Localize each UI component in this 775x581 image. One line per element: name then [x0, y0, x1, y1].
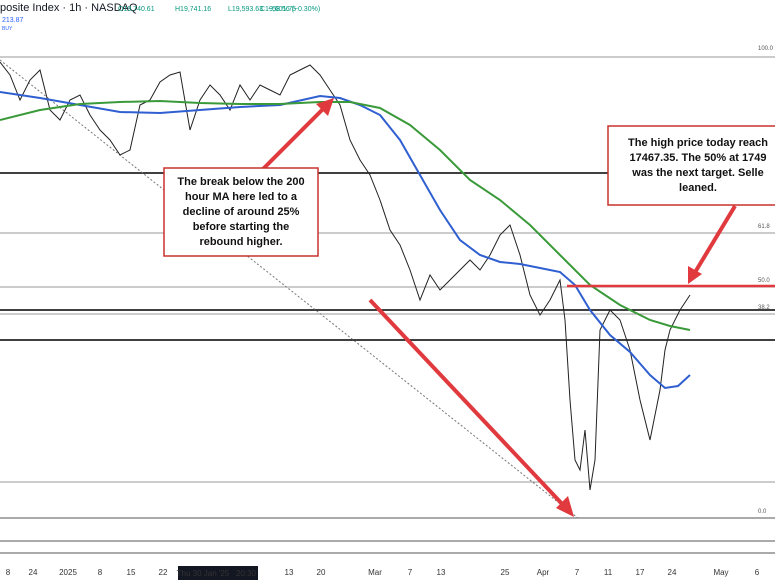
annotation-box [607, 125, 775, 206]
price-line [0, 61, 691, 491]
x-tick-label: May [713, 568, 728, 577]
annotation-text: The break below the 200 [177, 176, 304, 188]
x-tick-label: Apr [537, 568, 550, 577]
ohlc-value: H19,741.16 [175, 6, 211, 13]
ohlc-value: L19,593.63 [228, 6, 263, 13]
annotation-text: hour MA here led to a [185, 191, 298, 203]
annotation-text: before starting the [193, 221, 290, 233]
header-bg [0, 0, 775, 14]
x-tick-label: 13 [437, 568, 446, 577]
ma-200 [0, 99, 691, 331]
ohlc-value: −58.56 (−0.30%) [268, 6, 320, 13]
arrows [260, 98, 737, 517]
x-tick-label: 24 [668, 568, 677, 577]
annotation-text: was the next target. Selle [631, 167, 763, 179]
symbol-title: posite Index · 1h · NASDAQ [0, 2, 138, 14]
annotation-text: 17467.35. The 50% at 1749 [630, 152, 767, 164]
fib-label: 61.8 [758, 224, 770, 230]
annotation-text: The high price today reach [628, 137, 768, 149]
ma-100 [0, 91, 691, 390]
x-tick-label: 17 [636, 568, 645, 577]
x-tick-label: 20 [317, 568, 326, 577]
x-tick-label: 6 [755, 568, 760, 577]
x-tick-label: 7 [575, 568, 580, 577]
x-tick-label: 2025 [59, 568, 77, 577]
fib-label: 38.2 [758, 305, 770, 311]
x-tick-label: Mar [368, 568, 382, 577]
ohlc-value: C19,601.75 [260, 6, 296, 13]
x-tick-label: 24 [29, 568, 38, 577]
fib-label: 0.0 [758, 509, 767, 515]
x-tick-label: 25 [501, 568, 510, 577]
x-tick-label: 8 [6, 568, 11, 577]
ohlc-value: O19,740.61 [118, 6, 155, 13]
x-tick-label: 13 [285, 568, 294, 577]
cursor-label-bg [178, 566, 258, 580]
x-tick-label: 11 [604, 568, 613, 577]
cursor-time: 20:30 [236, 569, 257, 578]
cursor-date: Thu 30 Jan '25 [177, 569, 230, 578]
levels [0, 56, 775, 554]
annotation-text: decline of around 25% [183, 206, 300, 218]
x-tick-label: 15 [127, 568, 136, 577]
fib-label: 50.0 [758, 278, 770, 284]
fib-label: 100.0 [758, 46, 774, 52]
price: 213.87 [2, 17, 24, 24]
x-tick-label: 8 [98, 568, 103, 577]
annotation-text: rebound higher. [199, 236, 282, 248]
annotation-text: leaned. [679, 182, 717, 194]
annotation-box [163, 167, 319, 257]
x-tick-label: 7 [408, 568, 413, 577]
side: BUY [2, 26, 13, 32]
x-tick-label: 22 [159, 568, 168, 577]
